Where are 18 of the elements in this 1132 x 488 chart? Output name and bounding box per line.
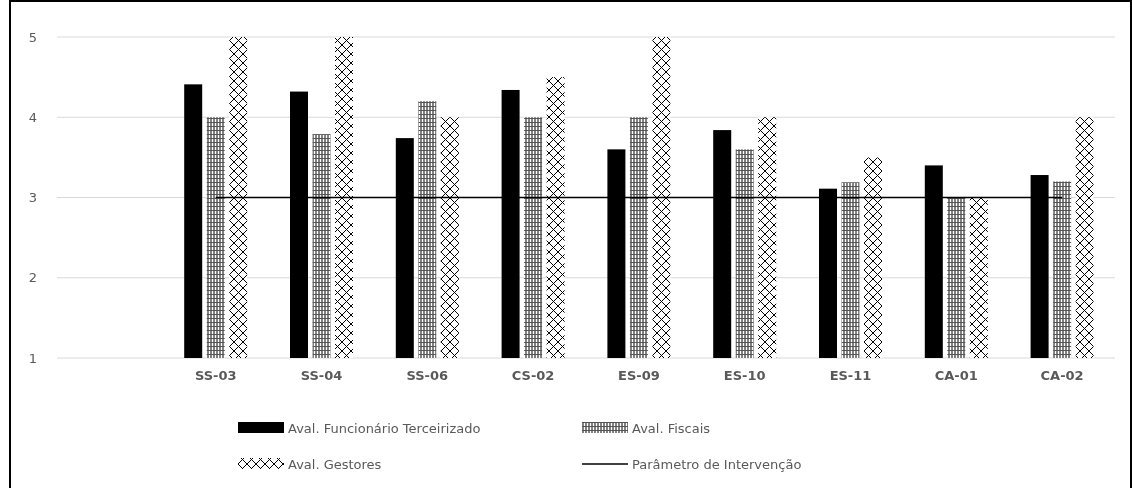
legend-label: Parâmetro de Intervenção	[632, 456, 802, 472]
x-tick-label: CS-02	[511, 368, 555, 383]
x-tick-label: CA-02	[1040, 368, 1084, 383]
y-tick-label: 2	[28, 270, 38, 286]
x-tick-label: ES-11	[829, 368, 872, 383]
x-tick-label: SS-03	[194, 368, 237, 383]
x-tick-label: ES-10	[723, 368, 766, 383]
y-tick-label: 5	[28, 29, 38, 45]
x-tick-label: SS-04	[300, 368, 343, 383]
y-tick-label: 3	[28, 190, 38, 206]
x-tick-label: CA-01	[934, 368, 978, 383]
legend-label: Aval. Funcionário Terceirizado	[288, 420, 481, 436]
x-tick-label: ES-09	[618, 368, 660, 383]
y-tick-label: 4	[28, 109, 38, 125]
legend-label: Aval. Gestores	[288, 456, 382, 472]
x-tick-label: SS-06	[406, 368, 449, 383]
legend-label: Aval. Fiscais	[632, 420, 711, 436]
y-tick-label: 1	[28, 350, 38, 366]
